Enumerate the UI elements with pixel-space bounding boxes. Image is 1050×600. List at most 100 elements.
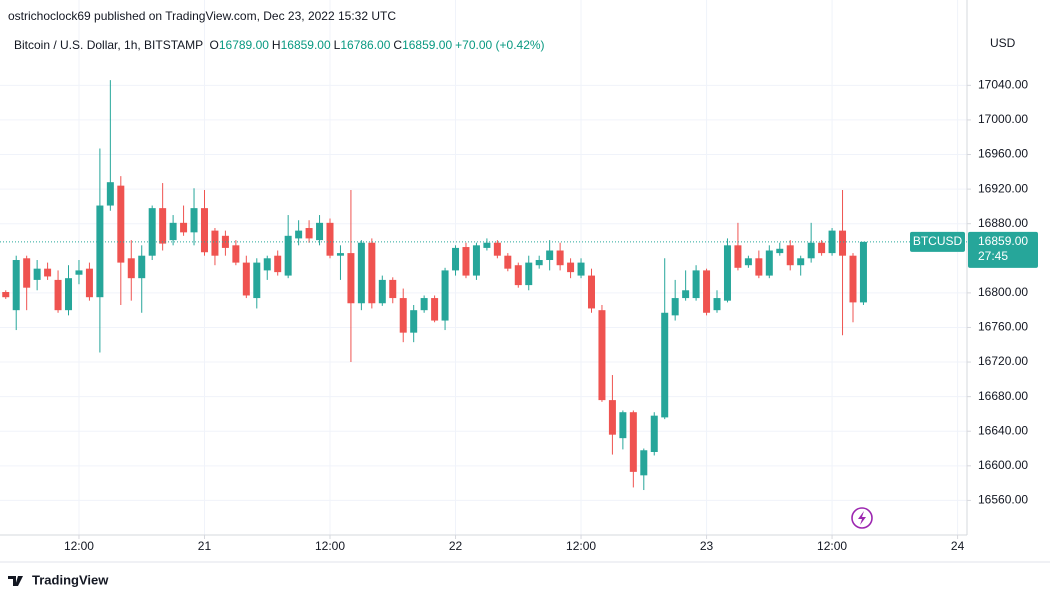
candle-body xyxy=(326,222,334,256)
y-tick-label: 16640.00 xyxy=(978,423,1028,437)
candle-body xyxy=(96,205,104,298)
y-tick-label: 16800.00 xyxy=(978,285,1028,299)
candle-body xyxy=(776,248,784,254)
candle-body xyxy=(44,268,52,277)
candle-body xyxy=(839,230,847,256)
candle-body xyxy=(200,208,208,253)
candle-body xyxy=(148,208,156,256)
candle-body xyxy=(75,270,83,275)
candle-body xyxy=(347,253,355,304)
candle-body xyxy=(640,450,648,476)
countdown: 27:45 xyxy=(978,249,1008,263)
candle-body xyxy=(2,292,10,298)
candle-body xyxy=(650,415,658,452)
y-tick-label: 16880.00 xyxy=(978,216,1028,230)
y-tick-label: 16920.00 xyxy=(978,181,1028,195)
candle-body xyxy=(295,230,303,239)
ohlc-value: 16786.00 xyxy=(340,38,391,52)
x-tick-label: 12:00 xyxy=(64,539,94,553)
candle-body xyxy=(525,262,533,286)
candle-body xyxy=(577,262,585,276)
candle-body xyxy=(389,279,397,299)
candle-body xyxy=(452,247,460,271)
candle-body xyxy=(703,270,711,313)
symbol-legend: Bitcoin / U.S. Dollar, 1h, BITSTAMP O167… xyxy=(14,38,548,52)
x-tick-label: 23 xyxy=(700,539,714,553)
candle-body xyxy=(368,242,376,304)
candle-body xyxy=(587,275,595,309)
candle-body xyxy=(420,298,428,311)
candle-body xyxy=(211,230,219,256)
candle-body xyxy=(567,262,575,273)
candle-body xyxy=(535,260,543,266)
y-tick-label: 17040.00 xyxy=(978,78,1028,92)
candle-body xyxy=(661,312,669,418)
candle-body xyxy=(159,208,167,244)
symbol-tag-label: BTCUSD xyxy=(913,234,963,248)
x-tick-label: 12:00 xyxy=(566,539,596,553)
candle-body xyxy=(514,265,522,286)
candle-body xyxy=(682,290,690,299)
last-price-tag xyxy=(968,231,1038,268)
candle-body xyxy=(744,258,752,266)
y-tick-label: 16720.00 xyxy=(978,354,1028,368)
candle-body xyxy=(493,242,501,256)
x-tick-label: 12:00 xyxy=(315,539,345,553)
candle-body xyxy=(190,208,198,233)
ohlc-value: 16859.00 xyxy=(402,38,453,52)
candle-body xyxy=(357,242,365,304)
candle-body xyxy=(462,247,470,276)
candle-body xyxy=(85,268,93,298)
published-line: ostrichoclock69 published on TradingView… xyxy=(8,9,397,23)
ohlc-label: H xyxy=(271,38,281,52)
x-tick-label: 24 xyxy=(951,539,965,553)
candle-body xyxy=(242,262,250,296)
candle-body xyxy=(65,278,73,311)
candle-body xyxy=(138,255,146,279)
candle-body xyxy=(629,412,637,472)
ohlc-label: O xyxy=(209,38,219,52)
y-tick-label: 17000.00 xyxy=(978,112,1028,126)
candle-body xyxy=(828,230,836,254)
y-tick-label: 16560.00 xyxy=(978,493,1028,507)
candle-body xyxy=(336,253,344,256)
lightning-icon[interactable] xyxy=(851,507,873,529)
ohlc-value: 16859.00 xyxy=(280,38,331,52)
y-tick-label: 16760.00 xyxy=(978,320,1028,334)
icon-circle xyxy=(851,507,873,529)
candle-body xyxy=(305,228,313,239)
candle-body xyxy=(284,235,292,276)
candle-body xyxy=(117,185,125,263)
change: +70.00 (+0.42%) xyxy=(455,38,545,52)
y-tick-label: 16600.00 xyxy=(978,458,1028,472)
brand-name: TradingView xyxy=(32,572,109,587)
candle-body xyxy=(316,222,324,241)
candle-body xyxy=(849,255,857,303)
candle-body xyxy=(797,258,805,266)
candle-body xyxy=(33,268,41,280)
candle-body xyxy=(608,400,616,435)
ohlc-label: L xyxy=(333,38,341,52)
symbol-tag xyxy=(910,231,965,252)
candle-body xyxy=(859,241,867,303)
candle-body xyxy=(263,258,271,271)
last-price-label: 16859.00 xyxy=(978,234,1028,248)
candle-body xyxy=(127,258,135,279)
brand-logo xyxy=(8,576,23,586)
candle-body xyxy=(723,245,731,301)
x-tick-label: 12:00 xyxy=(817,539,847,553)
candle-body xyxy=(546,250,554,261)
candle-body xyxy=(556,250,564,266)
candle-body xyxy=(180,222,188,233)
icon-bolt xyxy=(858,511,866,525)
ohlc-value: 16789.00 xyxy=(218,38,269,52)
candle-body xyxy=(441,270,449,321)
candle-body xyxy=(399,298,407,333)
candle-body xyxy=(232,245,240,263)
y-tick-label: 16680.00 xyxy=(978,389,1028,403)
candle-body xyxy=(598,310,606,401)
candle-body xyxy=(169,222,177,241)
candle-body xyxy=(671,298,679,316)
